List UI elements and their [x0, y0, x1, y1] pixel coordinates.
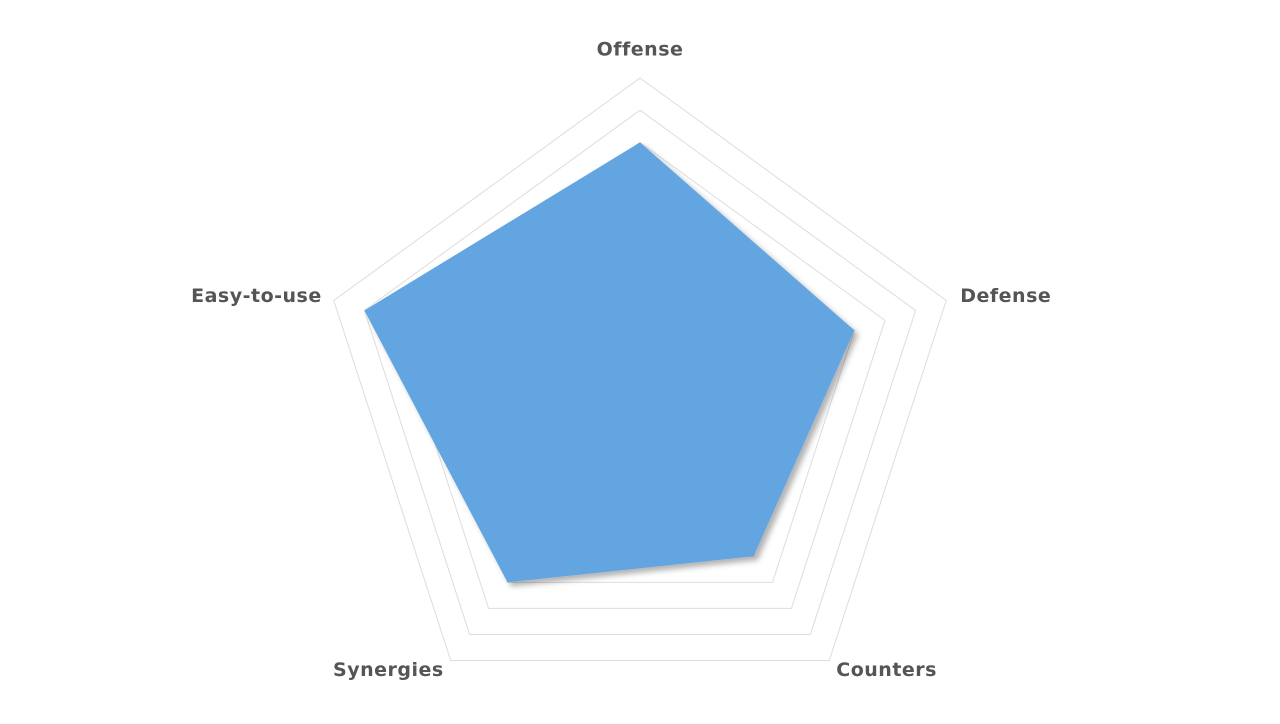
- grid-ring: [363, 109, 917, 635]
- axis-label: Offense: [597, 39, 684, 61]
- grid-ring: [333, 77, 947, 662]
- axis-label: Synergies: [333, 659, 444, 681]
- axis-label: Counters: [836, 659, 937, 681]
- axis-label: Easy-to-use: [191, 285, 322, 307]
- axis-label: Defense: [960, 285, 1051, 307]
- data-area: [364, 142, 855, 583]
